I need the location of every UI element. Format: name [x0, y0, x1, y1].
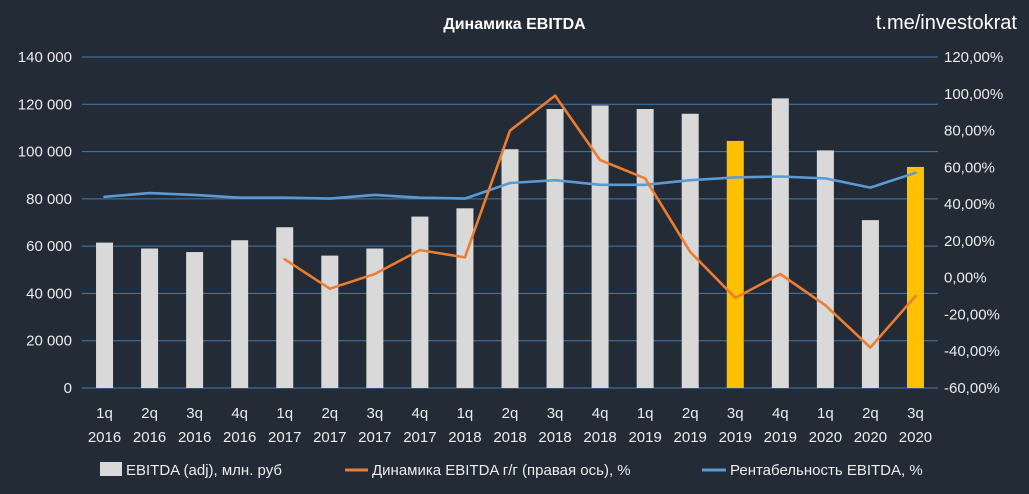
bar: [861, 220, 879, 388]
left-axis-tick-label: 120 000: [18, 96, 72, 113]
right-axis-tick-label: 60,00%: [944, 159, 995, 176]
x-axis-tick-quarter: 3q: [727, 405, 744, 422]
x-axis-tick-year: 2019: [674, 429, 707, 446]
x-axis-tick-year: 2016: [88, 429, 121, 446]
x-axis-tick-quarter: 3q: [907, 405, 924, 422]
x-axis-tick-year: 2020: [809, 429, 842, 446]
growth-line: [283, 94, 917, 349]
watermark-link-text: t.me/investokrat: [875, 12, 1017, 34]
left-axis-tick-label: 140 000: [18, 49, 72, 66]
left-axis-tick-label: 40 000: [26, 285, 72, 302]
x-axis-tick-quarter: 3q: [547, 405, 564, 422]
bar: [186, 252, 204, 388]
right-axis-tick-label: 20,00%: [944, 233, 995, 250]
x-axis-tick-year: 2019: [719, 429, 752, 446]
x-axis-tick-quarter: 1q: [276, 405, 293, 422]
x-axis-tick-year: 2017: [313, 429, 346, 446]
margin-line: [103, 171, 917, 200]
bar-highlighted: [726, 140, 744, 388]
legend-bar-swatch: [100, 462, 122, 476]
bar: [546, 109, 564, 388]
bar: [591, 105, 609, 388]
bar: [96, 242, 114, 388]
legend: EBITDA (adj), млн. руб Динамика EBITDA г/…: [100, 462, 923, 479]
x-axis-tick-year: 2018: [583, 429, 616, 446]
bar-series: [96, 98, 924, 388]
right-axis-tick-label: 0,00%: [944, 270, 987, 287]
left-axis-ticks: 0 20 000 40 000 60 000 80 000 100 000 120 000 1…: [18, 49, 72, 397]
x-axis-tick-quarter: 2q: [502, 405, 519, 422]
x-axis-tick-quarter: 3q: [186, 405, 203, 422]
x-axis-tick-year: 2018: [448, 429, 481, 446]
x-axis-tick-year: 2018: [493, 429, 526, 446]
x-axis-tick-quarter: 1q: [637, 405, 654, 422]
x-axis-tick-year: 2016: [223, 429, 256, 446]
x-axis-tick-quarter: 4q: [592, 405, 609, 422]
x-axis-tick-year: 2016: [133, 429, 166, 446]
right-axis-tick-label: 120,00%: [944, 49, 1003, 66]
right-axis-tick-label: 80,00%: [944, 123, 995, 140]
gridlines: [82, 56, 938, 389]
x-axis-tick-year: 2016: [178, 429, 211, 446]
x-axis-tick-quarter: 1q: [817, 405, 834, 422]
x-axis-tick-year: 2017: [268, 429, 301, 446]
x-axis-tick-quarter: 4q: [231, 405, 248, 422]
x-axis-tick-quarter: 1q: [457, 405, 474, 422]
left-axis-tick-label: 0: [64, 380, 72, 397]
bar: [771, 98, 789, 388]
left-axis-tick-label: 100 000: [18, 144, 72, 161]
right-axis-tick-label: -60,00%: [944, 380, 1000, 397]
x-axis-tick-quarter: 4q: [772, 405, 789, 422]
bar: [231, 240, 249, 388]
x-axis-ticks: 1q 2016 2q 2016 3q 2016 4q 2016 1q 2017 2q 2017 3q 20…: [88, 405, 932, 446]
line-series: [103, 94, 917, 349]
right-axis-ticks: -60,00% -40,00% -20,00% 0,00% 20,00% 40,00% 60…: [944, 49, 1003, 397]
bar: [366, 248, 384, 388]
bar: [276, 227, 294, 388]
bar-highlighted: [906, 166, 924, 388]
bar: [501, 149, 519, 388]
x-axis-tick-quarter: 2q: [862, 405, 879, 422]
bar: [321, 255, 339, 388]
right-axis-tick-label: -40,00%: [944, 343, 1000, 360]
x-axis-tick-quarter: 2q: [682, 405, 699, 422]
x-axis-tick-quarter: 3q: [366, 405, 383, 422]
bar: [636, 109, 654, 388]
x-axis-tick-year: 2020: [899, 429, 932, 446]
left-axis-tick-label: 60 000: [26, 238, 72, 255]
x-axis-tick-year: 2020: [854, 429, 887, 446]
legend-label-ebitda: EBITDA (adj), млн. руб: [126, 462, 282, 479]
bar: [816, 150, 834, 388]
x-axis-tick-year: 2018: [538, 429, 571, 446]
x-axis-tick-year: 2019: [628, 429, 661, 446]
x-axis-tick-quarter: 1q: [96, 405, 113, 422]
x-axis-tick-year: 2017: [403, 429, 436, 446]
legend-label-margin: Рентабельность EBITDA, %: [730, 462, 923, 479]
x-axis-tick-quarter: 2q: [321, 405, 338, 422]
right-axis-tick-label: 40,00%: [944, 196, 995, 213]
left-axis-tick-label: 80 000: [26, 191, 72, 208]
left-axis-tick-label: 20 000: [26, 333, 72, 350]
x-axis-tick-quarter: 2q: [141, 405, 158, 422]
bar: [141, 248, 159, 388]
x-axis-tick-quarter: 4q: [412, 405, 429, 422]
x-axis-tick-year: 2017: [358, 429, 391, 446]
right-axis-tick-label: 100,00%: [944, 86, 1003, 103]
right-axis-tick-label: -20,00%: [944, 306, 1000, 323]
bar: [411, 216, 429, 388]
bar: [456, 208, 474, 388]
chart-title: Динамика EBITDA: [443, 16, 586, 33]
legend-label-growth: Динамика EBITDA г/г (правая ось), %: [372, 462, 631, 479]
x-axis-tick-year: 2019: [764, 429, 797, 446]
